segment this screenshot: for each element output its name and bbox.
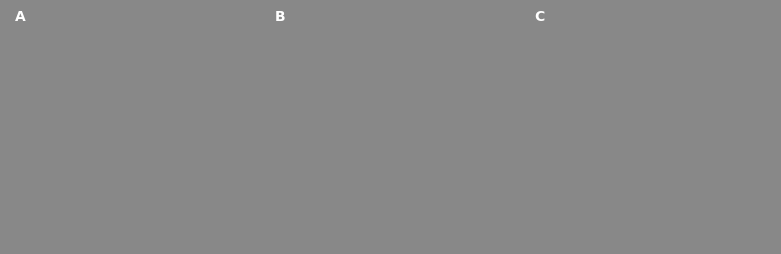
Text: A: A	[15, 10, 26, 24]
Text: B: B	[275, 10, 285, 24]
Text: C: C	[534, 10, 544, 24]
